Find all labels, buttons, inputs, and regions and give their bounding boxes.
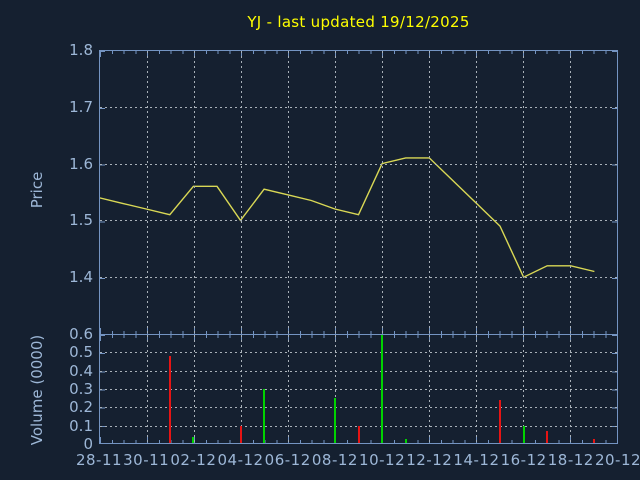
x-major-ticks-top (100, 51, 617, 57)
volume-bar (168, 356, 171, 443)
volume-bar (192, 436, 195, 443)
volume-gridline-v (194, 335, 195, 443)
volume-bar (404, 438, 407, 443)
volume-bar (333, 398, 336, 443)
volume-ytick-label: 0.4 (69, 361, 93, 380)
volume-gridline-v (476, 335, 477, 443)
price-ytick-label: 1.5 (69, 211, 93, 230)
x-tick-label: 30-11 (123, 451, 170, 469)
price-panel (99, 50, 618, 334)
volume-ytick-label: 0.2 (69, 398, 93, 417)
price-gridline-h (100, 277, 617, 279)
volume-bar (499, 400, 502, 443)
chart-title: YJ - last updated 19/12/2025 (247, 13, 470, 31)
x-tick-label: 06-12 (264, 451, 311, 469)
price-gridline-v (570, 51, 571, 334)
price-gridline-h (100, 220, 617, 222)
volume-bar (546, 431, 549, 443)
price-gridline-v (288, 51, 289, 334)
volume-ytick-label: 0.1 (69, 416, 93, 435)
price-line (100, 157, 595, 279)
volume-gridline-h (100, 370, 617, 372)
volume-bar (357, 425, 360, 443)
x-tick-label: 16-12 (500, 451, 547, 469)
x-tick-label: 28-11 (75, 451, 123, 469)
price-ytick-label: 1.8 (69, 41, 93, 59)
volume-gridline-v (429, 335, 430, 443)
volume-gridline-v (335, 335, 336, 443)
volume-bar (593, 438, 596, 443)
price-gridline-v (382, 51, 383, 334)
price-ytick-label: 1.7 (69, 97, 93, 116)
x-tick-label: 20-12 (594, 451, 640, 469)
volume-ytick-label: 0.3 (69, 380, 93, 398)
volume-bar (239, 425, 242, 443)
volume-gridline-v (241, 335, 242, 443)
volume-gridline-v (288, 335, 289, 443)
x-major-ticks-top (100, 335, 617, 341)
x-tick-label: 10-12 (359, 451, 406, 469)
x-tick-label: 02-12 (170, 451, 217, 469)
price-gridline-v (147, 51, 148, 334)
volume-gridline-h (100, 389, 617, 390)
y-ticks-right (612, 51, 617, 334)
x-tick-label: 14-12 (453, 451, 500, 469)
volume-panel (99, 334, 618, 444)
volume-ytick-label: 0.5 (69, 343, 93, 362)
volume-bar (263, 389, 266, 443)
x-tick-label: 08-12 (311, 451, 358, 469)
price-gridline-h (100, 106, 617, 108)
price-ytick-label: 1.4 (69, 268, 93, 287)
price-gridline-h (100, 163, 617, 165)
volume-gridline-v (147, 335, 148, 443)
y-ticks-left (100, 51, 105, 334)
volume-ytick-label: 0 (83, 435, 93, 453)
price-gridline-v (523, 51, 524, 334)
x-tick-label: 12-12 (406, 451, 453, 469)
price-gridline-v (429, 51, 430, 334)
price-gridline-v (335, 51, 336, 334)
volume-ytick-label: 0.6 (69, 325, 93, 343)
price-gridline-v (241, 51, 242, 334)
price-axis-label: Price (28, 171, 46, 209)
price-ytick-label: 1.6 (69, 154, 93, 173)
x-tick-label: 04-12 (217, 451, 264, 469)
volume-bar (522, 425, 525, 443)
price-gridline-v (476, 51, 477, 334)
x-major-ticks-bottom (100, 328, 617, 334)
volume-bar (381, 335, 384, 443)
price-gridline-v (194, 51, 195, 334)
volume-gridline-h (100, 407, 617, 409)
volume-gridline-v (570, 335, 571, 443)
volume-gridline-h (100, 352, 617, 354)
x-tick-label: 18-12 (547, 451, 594, 469)
volume-gridline-v (523, 335, 524, 443)
